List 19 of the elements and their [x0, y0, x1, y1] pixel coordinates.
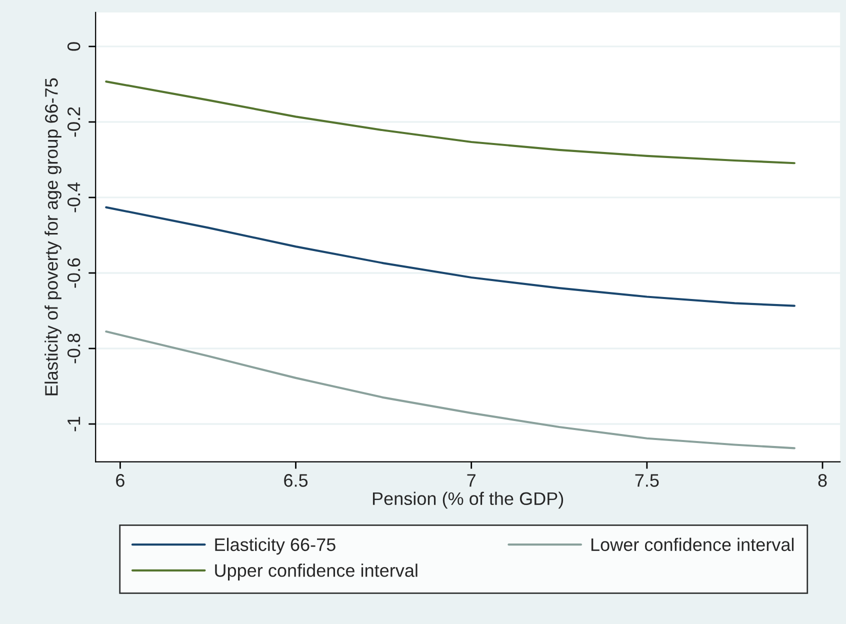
y-tick-label: -0.4: [67, 182, 80, 212]
y-tick-label: -0.2: [67, 107, 80, 137]
x-tick-label: 7: [467, 474, 476, 487]
x-tick-label: 6.5: [284, 474, 308, 487]
y-tick-label: -0.8: [67, 334, 80, 364]
line-series: [105, 80, 796, 164]
line-series: [105, 330, 796, 450]
y-tick-label: -0.6: [67, 258, 80, 288]
y-tick-label: 0: [67, 42, 80, 51]
line-series: [105, 206, 796, 307]
x-tick-label: 8: [818, 474, 827, 487]
x-tick-label: 6: [116, 474, 124, 487]
y-axis-title: Elasticity of poverty for age group 66-75: [44, 78, 62, 396]
x-tick-label: 7.5: [635, 474, 659, 487]
legend-label: Lower confidence interval: [591, 538, 794, 552]
legend-label: Elasticity 66-75: [215, 538, 336, 555]
x-axis-title: Pension (% of the GDP): [372, 492, 564, 509]
y-tick-label: -1: [68, 416, 80, 432]
legend-label: Upper confidence interval: [215, 564, 418, 580]
